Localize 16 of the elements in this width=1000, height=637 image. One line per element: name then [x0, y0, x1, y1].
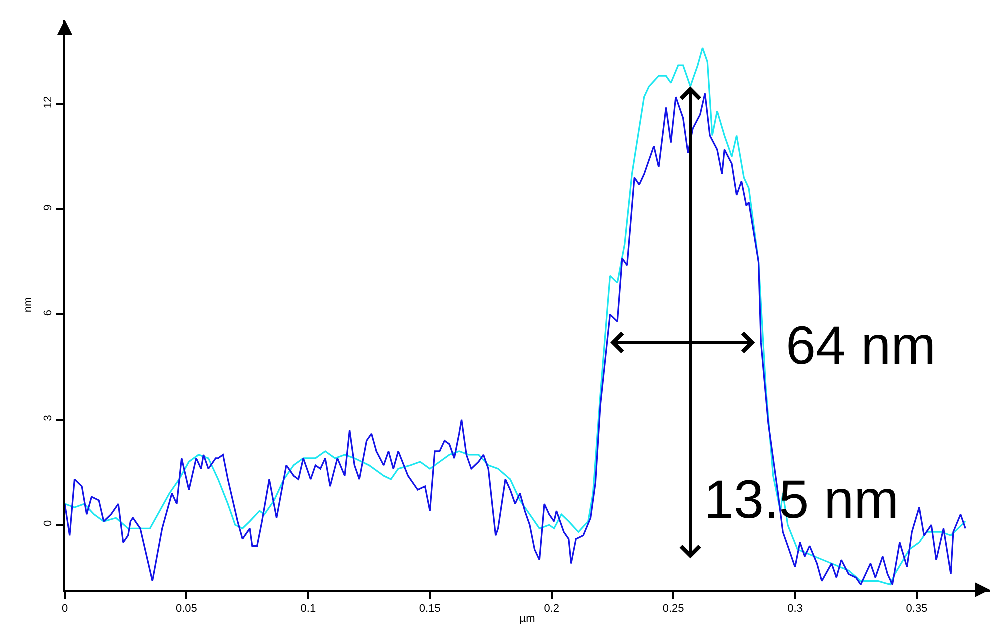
x-tick-label: 0.35 — [906, 603, 928, 616]
annotation: 64 nm — [786, 316, 936, 376]
x-tick-label: 0.15 — [419, 603, 441, 616]
x-tick-label: 0 — [62, 603, 68, 616]
y-tick-label: 9 — [42, 204, 55, 211]
y-tick-label: 3 — [42, 415, 55, 422]
x-tick-label: 0.3 — [788, 603, 803, 616]
y-axis-title: nm — [22, 297, 35, 313]
y-tick-label: 0 — [42, 520, 55, 527]
x-tick-label: 0.05 — [176, 603, 198, 616]
y-tick-label: 12 — [42, 96, 55, 109]
y-tick-label: 6 — [42, 310, 55, 316]
x-tick-label: 0.1 — [300, 603, 316, 616]
x-axis-title: µm — [520, 612, 536, 625]
x-tick-label: 0.25 — [662, 603, 684, 616]
x-tick-label: 0.2 — [544, 603, 560, 616]
